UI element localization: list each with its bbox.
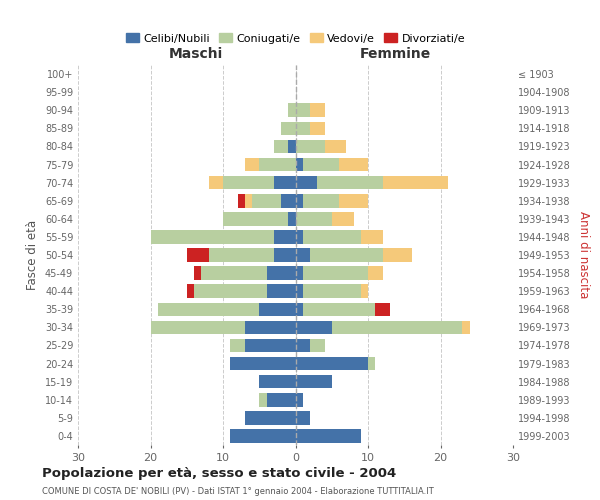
Bar: [296, 158, 303, 172]
Bar: [296, 302, 303, 316]
Bar: [303, 158, 339, 172]
Bar: [296, 230, 303, 243]
Bar: [361, 284, 368, 298]
Bar: [339, 194, 368, 207]
Bar: [303, 284, 361, 298]
Bar: [296, 122, 310, 135]
Bar: [288, 104, 296, 117]
Bar: [245, 338, 296, 352]
Bar: [296, 194, 303, 207]
Bar: [259, 158, 296, 172]
Bar: [230, 338, 245, 352]
Text: Popolazione per età, sesso e stato civile - 2004: Popolazione per età, sesso e stato civil…: [42, 468, 396, 480]
Bar: [266, 393, 296, 406]
Bar: [361, 230, 383, 243]
Bar: [187, 248, 209, 262]
Bar: [296, 338, 310, 352]
Bar: [296, 375, 332, 388]
Bar: [259, 302, 296, 316]
Bar: [274, 230, 296, 243]
Bar: [383, 248, 412, 262]
Bar: [296, 140, 325, 153]
Bar: [296, 284, 303, 298]
Bar: [296, 212, 332, 226]
Bar: [296, 411, 310, 424]
Bar: [310, 248, 383, 262]
Bar: [274, 140, 288, 153]
Bar: [303, 194, 339, 207]
Bar: [332, 320, 462, 334]
Y-axis label: Anni di nascita: Anni di nascita: [577, 212, 590, 298]
Legend: Celibi/Nubili, Coniugati/e, Vedovi/e, Divorziati/e: Celibi/Nubili, Coniugati/e, Vedovi/e, Di…: [121, 29, 470, 48]
Bar: [317, 176, 383, 190]
Bar: [245, 320, 296, 334]
Bar: [339, 158, 368, 172]
Bar: [303, 230, 361, 243]
Bar: [310, 104, 325, 117]
Bar: [303, 266, 368, 280]
Bar: [296, 104, 310, 117]
Text: COMUNE DI COSTA DE' NOBILI (PV) - Dati ISTAT 1° gennaio 2004 - Elaborazione TUTT: COMUNE DI COSTA DE' NOBILI (PV) - Dati I…: [42, 488, 434, 496]
Bar: [259, 393, 266, 406]
Bar: [223, 176, 274, 190]
Bar: [296, 176, 317, 190]
Bar: [303, 302, 375, 316]
Bar: [245, 194, 252, 207]
Bar: [274, 176, 296, 190]
Bar: [259, 375, 296, 388]
Bar: [296, 393, 303, 406]
Bar: [296, 266, 303, 280]
Bar: [151, 230, 274, 243]
Bar: [462, 320, 470, 334]
Bar: [158, 302, 259, 316]
Bar: [230, 429, 296, 442]
Bar: [151, 320, 245, 334]
Bar: [266, 266, 296, 280]
Bar: [238, 194, 245, 207]
Bar: [274, 248, 296, 262]
Bar: [296, 429, 361, 442]
Bar: [368, 357, 375, 370]
Bar: [281, 194, 296, 207]
Bar: [194, 266, 201, 280]
Bar: [383, 176, 448, 190]
Bar: [368, 266, 383, 280]
Bar: [245, 158, 259, 172]
Y-axis label: Fasce di età: Fasce di età: [26, 220, 39, 290]
Bar: [201, 266, 266, 280]
Bar: [194, 284, 266, 298]
Bar: [296, 248, 310, 262]
Bar: [266, 284, 296, 298]
Bar: [288, 140, 296, 153]
Bar: [209, 176, 223, 190]
Text: Femmine: Femmine: [360, 47, 431, 61]
Bar: [209, 248, 274, 262]
Bar: [288, 212, 296, 226]
Text: Maschi: Maschi: [169, 47, 223, 61]
Bar: [332, 212, 353, 226]
Bar: [310, 122, 325, 135]
Bar: [375, 302, 390, 316]
Bar: [281, 122, 296, 135]
Bar: [252, 194, 281, 207]
Bar: [187, 284, 194, 298]
Bar: [296, 357, 368, 370]
Bar: [245, 411, 296, 424]
Bar: [296, 320, 332, 334]
Bar: [325, 140, 346, 153]
Bar: [230, 357, 296, 370]
Bar: [310, 338, 325, 352]
Bar: [223, 212, 288, 226]
